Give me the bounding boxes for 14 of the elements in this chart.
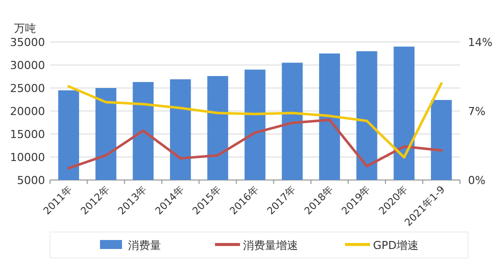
- y-axis-title: 万吨: [14, 22, 36, 35]
- y-tick-label: 15000: [10, 128, 45, 141]
- y-tick-label: 10000: [10, 151, 45, 164]
- legend-label: 消费量: [128, 239, 161, 252]
- legend-label: 消费量增速: [243, 239, 298, 252]
- y-tick-label: 25000: [10, 82, 45, 95]
- legend-label: GPD增速: [373, 239, 419, 252]
- y-tick-label: 20000: [10, 105, 45, 118]
- y-tick-label: 30000: [10, 59, 45, 72]
- y-tick-label: 35000: [10, 36, 45, 49]
- y-tick-label: 5000: [17, 174, 45, 187]
- y2-tick-label: 14%: [468, 36, 492, 49]
- y2-tick-label: 0%: [468, 174, 486, 187]
- y2-tick-label: 7%: [468, 105, 486, 118]
